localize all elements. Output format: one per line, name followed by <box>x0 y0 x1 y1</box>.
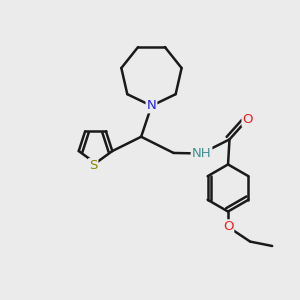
Text: N: N <box>147 99 156 112</box>
Text: S: S <box>89 159 98 172</box>
Text: NH: NH <box>192 147 211 160</box>
Text: O: O <box>223 220 233 233</box>
Text: O: O <box>242 113 253 126</box>
